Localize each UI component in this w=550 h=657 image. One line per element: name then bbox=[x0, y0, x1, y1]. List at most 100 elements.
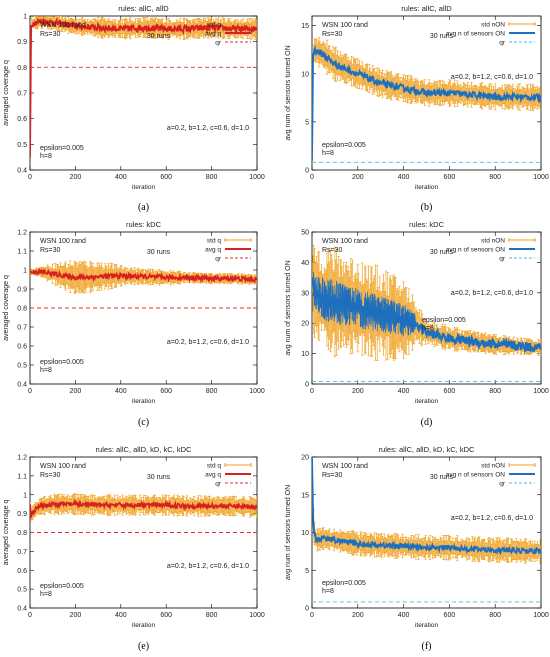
x-tick-label: 0 bbox=[310, 174, 314, 181]
x-tick-label: 1000 bbox=[533, 388, 549, 395]
x-tick-label: 800 bbox=[489, 612, 501, 619]
x-tick-label: 400 bbox=[398, 388, 410, 395]
avg-series bbox=[312, 44, 541, 161]
x-tick-label: 1000 bbox=[249, 174, 265, 181]
x-tick-label: 600 bbox=[444, 612, 456, 619]
annotation-runs: 30 runs bbox=[147, 474, 171, 481]
legend-label: avg q bbox=[205, 472, 221, 479]
y-tick-label: 1.1 bbox=[17, 249, 27, 256]
panel-caption: (e) bbox=[138, 641, 149, 652]
legend-label: avg n of sensors ON bbox=[446, 247, 506, 254]
x-tick-label: 200 bbox=[70, 174, 82, 181]
avg-line bbox=[30, 16, 257, 158]
legend: std q avg q qr bbox=[205, 238, 252, 263]
annotation-h: h=8 bbox=[322, 150, 334, 157]
annotation-header: WSN 100 rand bbox=[322, 238, 368, 245]
y-axis-label: avg num of sensors turned ON bbox=[285, 45, 292, 140]
x-tick-label: 0 bbox=[28, 174, 32, 181]
y-tick-label: 0.6 bbox=[17, 116, 27, 123]
x-tick-label: 200 bbox=[70, 388, 82, 395]
y-axis-label: avg num of sensors turned ON bbox=[285, 260, 292, 355]
x-tick-label: 200 bbox=[352, 612, 364, 619]
y-tick-label: 0.6 bbox=[17, 568, 27, 575]
annotation-params: a=0.2, b=1.2, c=0.6, d=1.0 bbox=[167, 339, 249, 346]
chart-panel-1: rules: allC, allD 0.4 0.5 0.6 0.7 0.8 0.9 1 0 200… bbox=[3, 4, 265, 213]
y-tick-label: 20 bbox=[301, 321, 309, 328]
plot-area bbox=[30, 493, 257, 533]
annotation-h: h=8 bbox=[40, 153, 52, 160]
chart-title: rules: kDC bbox=[409, 220, 445, 229]
chart-title: rules: allC, allD bbox=[118, 4, 169, 13]
x-tick-label: 0 bbox=[310, 612, 314, 619]
x-tick-label: 600 bbox=[160, 612, 172, 619]
annotation-header: WSN 100 rand bbox=[40, 463, 86, 470]
x-axis-label: iteration bbox=[415, 398, 439, 405]
legend-label: std q bbox=[207, 463, 221, 470]
avg-line bbox=[30, 498, 257, 518]
y-tick-label: 10 bbox=[301, 71, 309, 78]
plot-area bbox=[312, 244, 541, 383]
annotation-params: a=0.2, b=1.2, c=0.6, d=1.0 bbox=[167, 125, 249, 132]
y-tick-label: 1 bbox=[23, 14, 27, 21]
legend-label: avg q bbox=[205, 31, 221, 38]
chart-panel-5: rules: allC, allD, kD, kC, kDC 0.4 0.5 0.6 0… bbox=[3, 445, 265, 652]
y-tick-label: 40 bbox=[301, 260, 309, 267]
x-tick-label: 800 bbox=[206, 174, 218, 181]
x-tick-label: 600 bbox=[160, 174, 172, 181]
annotation-header: WSN 100 rand bbox=[322, 22, 368, 29]
y-tick-label: 0.7 bbox=[17, 325, 27, 332]
x-tick-label: 800 bbox=[206, 388, 218, 395]
y-tick-label: 10 bbox=[301, 530, 309, 537]
panel-caption: (b) bbox=[421, 202, 433, 213]
y-tick-label: 0 bbox=[305, 168, 309, 175]
x-tick-label: 0 bbox=[28, 612, 32, 619]
annotation-rs: Rs=30 bbox=[40, 472, 61, 479]
legend-label: qr bbox=[215, 481, 222, 488]
y-tick-label: 0.4 bbox=[17, 382, 27, 389]
x-tick-label: 400 bbox=[398, 612, 410, 619]
y-tick-label: 0.7 bbox=[17, 549, 27, 556]
y-tick-label: 5 bbox=[305, 568, 309, 575]
y-tick-label: 0.6 bbox=[17, 344, 27, 351]
x-tick-label: 1000 bbox=[533, 174, 549, 181]
y-tick-label: 20 bbox=[301, 455, 309, 462]
annotation-runs: 30 runs bbox=[147, 33, 171, 40]
panel-caption: (d) bbox=[421, 417, 433, 428]
x-tick-label: 800 bbox=[489, 174, 501, 181]
x-tick-label: 400 bbox=[115, 612, 127, 619]
legend: std nON avg n of sensors ON qr bbox=[446, 22, 536, 47]
y-tick-label: 0.9 bbox=[17, 287, 27, 294]
x-tick-label: 600 bbox=[444, 174, 456, 181]
annotation-epsilon: epsilon=0.005 bbox=[40, 145, 84, 152]
legend-label: qr bbox=[215, 256, 222, 263]
x-tick-label: 600 bbox=[160, 388, 172, 395]
x-tick-label: 400 bbox=[398, 174, 410, 181]
y-tick-label: 1 bbox=[23, 268, 27, 275]
x-tick-label: 0 bbox=[28, 388, 32, 395]
x-tick-label: 1000 bbox=[249, 612, 265, 619]
plot-area bbox=[312, 37, 541, 163]
y-tick-label: 10 bbox=[301, 351, 309, 358]
annotation-epsilon: epsilon=0.005 bbox=[40, 583, 84, 590]
avg-series bbox=[30, 498, 257, 518]
legend-label: std nON bbox=[481, 22, 505, 29]
x-axis-label: iteration bbox=[415, 184, 439, 191]
legend-label: qr bbox=[215, 40, 222, 47]
legend: std q avg q qr bbox=[205, 22, 252, 47]
avg-spread bbox=[312, 271, 416, 337]
std-band bbox=[30, 16, 257, 158]
y-axis-label: averaged coverage q bbox=[3, 500, 10, 566]
annotation-params: a=0.2, b=1.2, c=0.6, d=1.0 bbox=[451, 74, 533, 81]
legend: std q avg q qr bbox=[205, 463, 252, 488]
x-tick-label: 400 bbox=[115, 388, 127, 395]
x-tick-label: 200 bbox=[352, 174, 364, 181]
annotation-epsilon: epsilon=0.005 bbox=[322, 142, 366, 149]
y-tick-label: 0.4 bbox=[17, 168, 27, 175]
y-tick-label: 0.5 bbox=[17, 142, 27, 149]
avg-line bbox=[312, 44, 541, 161]
x-tick-label: 800 bbox=[489, 388, 501, 395]
annotation-epsilon: epsilon=0.005 bbox=[422, 317, 466, 324]
legend: std nON avg n of sensors ON qr bbox=[446, 238, 536, 263]
